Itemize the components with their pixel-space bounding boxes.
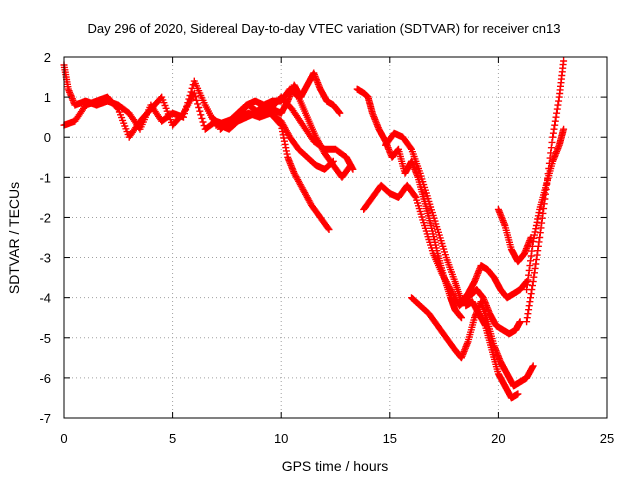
axis-ticks xyxy=(63,56,608,419)
data-series-track-7 xyxy=(360,181,524,338)
data-points xyxy=(353,85,465,322)
x-tick-label: 5 xyxy=(169,431,176,446)
y-tick-labels: -7 -6 -5 -4 -3 -2 -1 0 1 2 xyxy=(39,50,51,426)
y-tick-label: 2 xyxy=(44,50,51,65)
chart-title: Day 296 of 2020, Sidereal Day-to-day VTE… xyxy=(87,21,560,36)
x-tick-labels: 0 5 10 15 20 25 xyxy=(60,431,614,446)
data-series-track-9 xyxy=(408,294,537,390)
x-tick-label: 10 xyxy=(274,431,288,446)
data-points xyxy=(462,298,522,402)
data-series-track-11 xyxy=(494,205,535,266)
data-points xyxy=(408,294,537,390)
x-tick-label: 20 xyxy=(491,431,505,446)
data-points xyxy=(494,205,535,266)
y-tick-label: 0 xyxy=(44,130,51,145)
x-tick-label: 0 xyxy=(60,431,67,446)
y-axis-label: SDTVAR / TECUs xyxy=(6,182,22,294)
x-tick-label: 15 xyxy=(383,431,397,446)
data-points xyxy=(216,69,344,133)
y-tick-label: -5 xyxy=(39,331,51,346)
y-tick-label: -3 xyxy=(39,251,51,266)
data-series xyxy=(60,57,568,402)
data-points xyxy=(382,129,531,306)
y-tick-label: 1 xyxy=(44,90,51,105)
data-points xyxy=(256,105,337,173)
data-points xyxy=(523,125,568,294)
y-tick-label: -2 xyxy=(39,210,51,225)
y-tick-label: -7 xyxy=(39,411,51,426)
x-axis-label: GPS time / hours xyxy=(282,458,389,474)
data-series-track-5 xyxy=(256,105,337,173)
data-series-track-8 xyxy=(382,129,531,306)
plot-frame xyxy=(63,56,608,419)
data-series-track-13 xyxy=(523,125,568,294)
y-tick-label: -4 xyxy=(39,291,51,306)
data-series-track-6 xyxy=(353,85,465,322)
x-tick-label: 25 xyxy=(600,431,614,446)
y-tick-label: -1 xyxy=(39,170,51,185)
y-tick-label: -6 xyxy=(39,371,51,386)
data-points xyxy=(360,181,524,338)
data-series-track-4 xyxy=(216,69,344,133)
data-series-track-10 xyxy=(462,298,522,402)
